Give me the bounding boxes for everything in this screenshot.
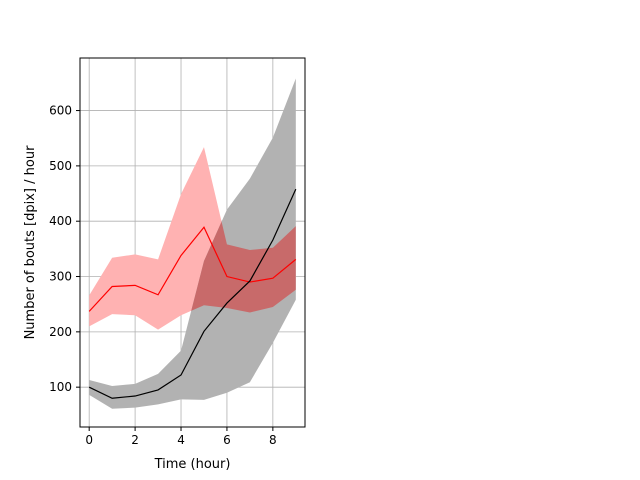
- y-axis-ticks: 100 200 300 400 500 600: [49, 104, 80, 394]
- y-tick-label: 100: [49, 380, 72, 394]
- series-lines: [88, 188, 297, 399]
- x-tick-label: 0: [85, 433, 93, 447]
- confidence-band-1: [89, 78, 296, 409]
- x-tick-label: 2: [131, 433, 139, 447]
- series-line-0: [88, 226, 297, 312]
- x-axis-ticks: 0 2 4 6 8: [85, 427, 277, 447]
- plot-frame: [79, 57, 306, 428]
- y-tick-label: 500: [49, 159, 72, 173]
- series-line-1: [88, 188, 297, 399]
- y-tick-label: 300: [49, 270, 72, 284]
- y-tick-label: 200: [49, 325, 72, 339]
- x-axis-label: Time (hour): [154, 457, 231, 472]
- x-tick-label: 6: [223, 433, 231, 447]
- x-tick-label: 8: [269, 433, 277, 447]
- confidence-bands: [89, 78, 296, 409]
- y-axis-label: Number of bouts [dpix] / hour: [23, 145, 38, 339]
- x-tick-label: 4: [177, 433, 185, 447]
- y-tick-label: 400: [49, 214, 72, 228]
- y-tick-label: 600: [49, 104, 72, 118]
